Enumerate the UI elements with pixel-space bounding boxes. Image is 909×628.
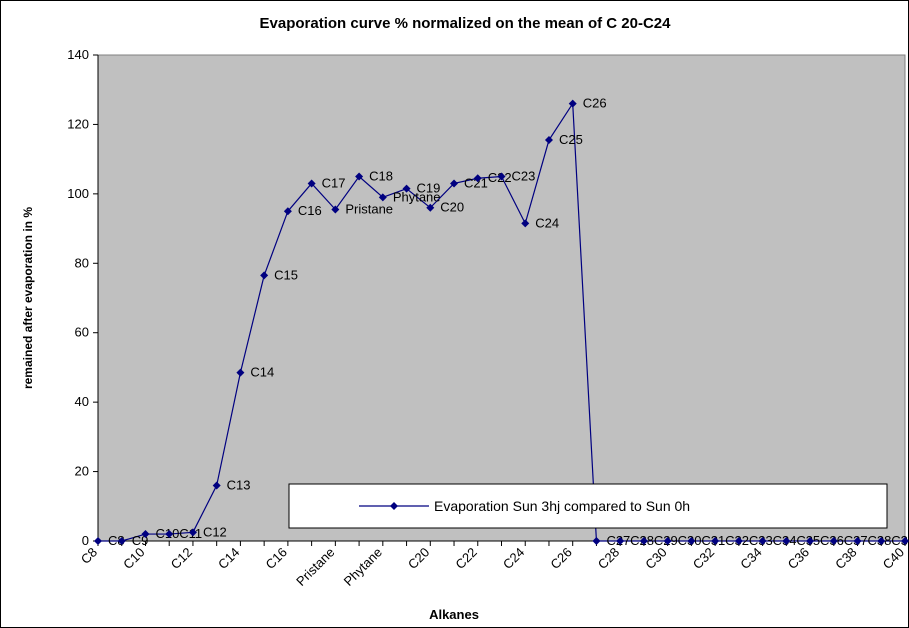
data-point	[331, 205, 340, 214]
data-point	[165, 530, 174, 539]
data-label: C23	[512, 169, 536, 184]
data-point	[117, 537, 126, 545]
data-label: C25	[559, 132, 583, 147]
chart-title: Evaporation curve % normalized on the me…	[260, 15, 672, 32]
data-point	[877, 537, 886, 545]
data-point	[616, 537, 625, 545]
data-point	[901, 537, 909, 545]
x-axis-title: Alkanes	[429, 607, 479, 622]
data-label: C17	[322, 175, 346, 190]
y-tick-label: 120	[67, 116, 89, 131]
data-point	[283, 207, 292, 216]
data-point	[663, 537, 672, 545]
data-label: Pristane	[345, 201, 393, 216]
data-point	[687, 537, 696, 545]
data-label: C13	[227, 477, 251, 492]
data-label: C20	[440, 200, 464, 215]
data-point	[94, 537, 102, 545]
y-axis-title: remained after evaporation in %	[21, 207, 35, 389]
data-point	[711, 537, 720, 545]
data-label: C8	[108, 533, 125, 548]
data-point	[639, 537, 648, 545]
data-label: C14	[250, 365, 274, 380]
data-point	[806, 537, 815, 545]
data-point	[378, 193, 387, 202]
data-label: C21	[464, 175, 488, 190]
plot-area	[97, 54, 906, 542]
data-point	[450, 179, 459, 188]
y-tick-label: 100	[67, 186, 89, 201]
data-label: C15	[274, 267, 298, 282]
data-point	[307, 179, 316, 188]
data-label: C24	[535, 215, 559, 230]
data-point	[473, 174, 482, 183]
data-point	[426, 203, 435, 212]
data-point	[355, 172, 364, 181]
data-point	[592, 537, 601, 545]
data-point	[782, 537, 791, 545]
data-point	[188, 528, 197, 537]
data-point	[497, 172, 506, 181]
data-point	[853, 537, 862, 545]
data-point	[236, 368, 245, 377]
y-tick-label: 40	[75, 394, 89, 409]
data-point	[260, 271, 269, 280]
data-point	[829, 537, 838, 545]
data-point	[212, 481, 221, 490]
data-label: C12	[203, 524, 227, 539]
legend-label: Evaporation Sun 3hj compared to Sun 0h	[434, 498, 690, 514]
data-point	[758, 537, 767, 545]
data-label: C26	[583, 96, 607, 111]
y-tick-label: 80	[75, 255, 89, 270]
data-point	[544, 136, 553, 145]
data-label: C19	[417, 181, 441, 196]
data-label: Phytane	[393, 189, 441, 204]
y-tick-label: 60	[75, 325, 89, 340]
y-tick-label: 140	[67, 47, 89, 62]
data-point	[568, 99, 577, 108]
legend-marker	[390, 502, 398, 510]
y-tick-label: 0	[82, 533, 89, 548]
data-point	[141, 530, 150, 539]
y-tick-label: 20	[75, 464, 89, 479]
data-label: C16	[298, 203, 322, 218]
data-point	[402, 184, 411, 193]
data-point	[521, 219, 530, 228]
data-label: C18	[369, 169, 393, 184]
data-point	[734, 537, 743, 545]
